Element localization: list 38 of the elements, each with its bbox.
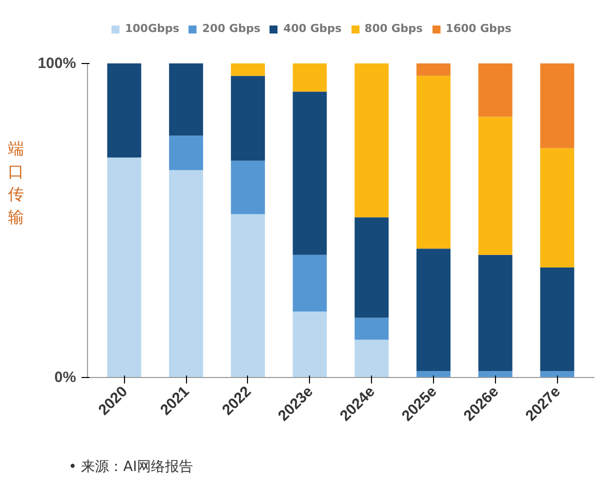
legend-label: 1600 Gbps (446, 22, 512, 35)
y-axis-title: 端口传输 (8, 138, 24, 226)
bar (292, 254, 327, 312)
bar (416, 76, 450, 249)
bar (230, 63, 265, 76)
bar (230, 160, 265, 214)
bar (540, 148, 574, 268)
bar (169, 63, 204, 136)
bar (478, 63, 512, 117)
bar (230, 76, 265, 161)
bar (354, 217, 389, 318)
bar (169, 170, 204, 378)
bar (540, 267, 574, 372)
bar (416, 63, 450, 76)
bar (107, 158, 142, 378)
bar (292, 92, 327, 255)
bar (478, 371, 512, 378)
bar (478, 116, 512, 255)
text: • 来源：AI网络报告 (68, 458, 193, 475)
bar (169, 136, 204, 170)
bar (478, 254, 512, 372)
legend-label: 400 Gbps (283, 22, 342, 35)
bar (540, 63, 574, 148)
legend-label: 100Gbps (125, 22, 180, 35)
bar (540, 371, 574, 378)
bar (354, 63, 389, 218)
bar (416, 248, 450, 372)
bar (230, 214, 265, 378)
legend-label: 200 Gbps (202, 22, 260, 35)
bar (292, 311, 327, 378)
bar (416, 371, 450, 378)
bar (107, 63, 142, 158)
y-tick-label: 100% (38, 54, 76, 72)
bar (354, 318, 389, 340)
legend-label: 800 Gbps (364, 22, 423, 35)
bar (292, 63, 327, 92)
y-tick-label: 0% (54, 368, 76, 386)
bar (354, 340, 389, 378)
